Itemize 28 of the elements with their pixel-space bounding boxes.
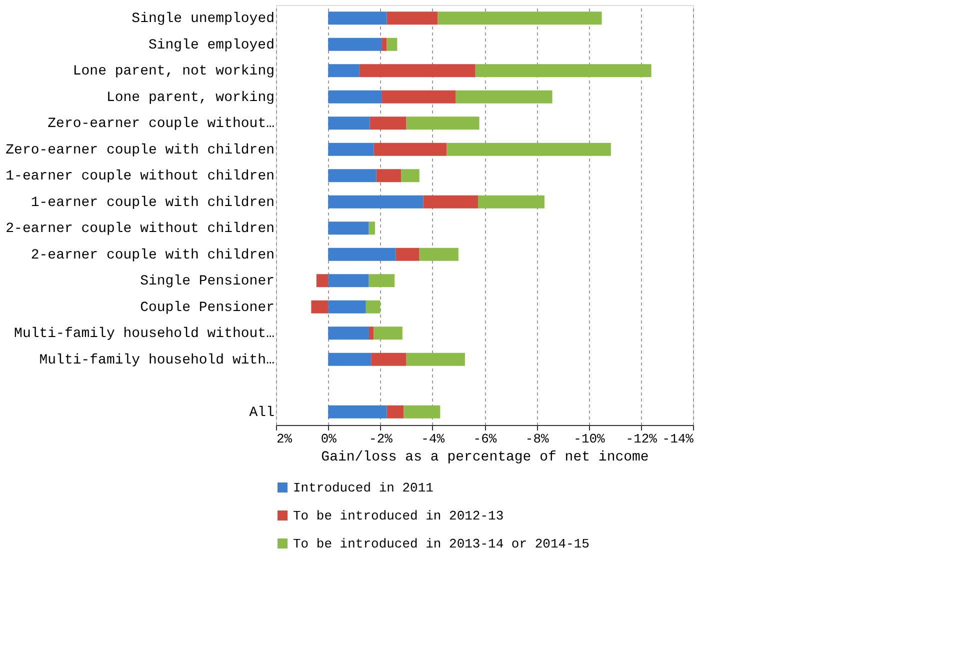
x-tick-label: -10% <box>574 432 606 446</box>
x-tick-label: -12% <box>626 432 658 446</box>
x-tick-label: 0% <box>320 432 337 446</box>
y-tick-label: Couple Pensioner <box>140 300 274 316</box>
x-tick-label: -4% <box>421 432 445 446</box>
x-axis-title: Gain/loss as a percentage of net income <box>321 450 649 466</box>
x-tick-label: 2% <box>276 432 292 446</box>
x-tick-label: -6% <box>473 432 497 446</box>
y-tick-label: Lone parent, working <box>106 90 274 106</box>
y-tick-label: 1-earner couple without children <box>6 168 274 185</box>
y-tick-label: Multi-family household with… <box>39 352 274 368</box>
legend-label: Introduced in 2011 <box>293 480 434 496</box>
y-tick-label: Lone parent, not working <box>72 64 274 80</box>
y-tick-label: Single Pensioner <box>140 274 274 290</box>
x-tick-label: -2% <box>369 432 393 446</box>
y-tick-label: Zero-earner couple with children <box>6 142 274 158</box>
y-tick-label: Zero-earner couple without… <box>48 116 274 132</box>
legend-label: To be introduced in 2012-13 <box>293 508 504 524</box>
y-tick-label: 1-earner couple with children <box>30 194 274 211</box>
y-tick-label: Single employed <box>148 37 274 54</box>
y-tick-label: Multi-family household without… <box>14 326 274 342</box>
x-tick-label: -8% <box>525 432 550 446</box>
y-tick-label: All <box>249 404 274 421</box>
y-tick-label: 2-earner couple without children <box>6 221 274 238</box>
legend-label: To be introduced in 2013-14 or 2014-15 <box>293 536 590 552</box>
y-tick-label: Single unemployed <box>132 11 274 28</box>
x-tick-label: -14% <box>662 432 694 446</box>
y-tick-label: 2-earner couple with children <box>30 247 274 264</box>
